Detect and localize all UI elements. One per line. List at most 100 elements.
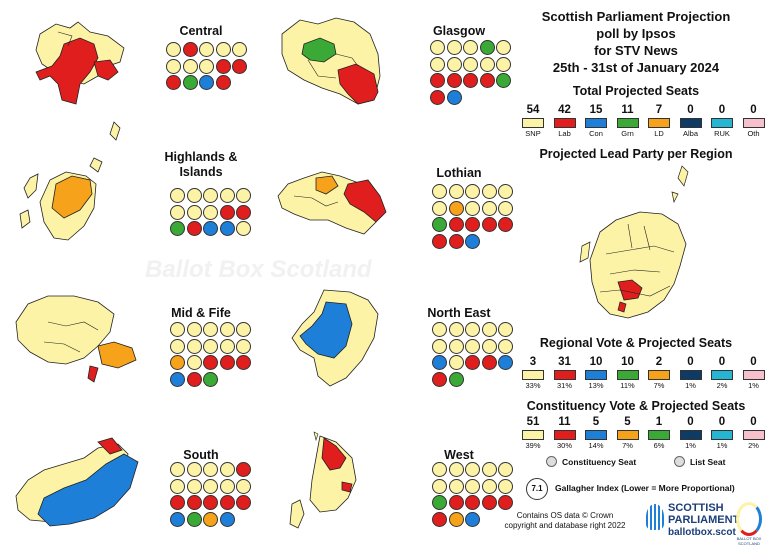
seat-snp (170, 188, 185, 203)
constituency-seat-value: 0 (718, 416, 726, 428)
seat-snp (446, 56, 462, 72)
constituency-party-swatch (742, 430, 765, 440)
seat-con (219, 221, 235, 236)
seat-snp (203, 188, 218, 203)
total-party-cell: 0 RUK (709, 104, 735, 139)
seat-snp (463, 40, 478, 55)
region-title-lothian: Lothian (436, 166, 482, 180)
total-seat-value: 11 (621, 104, 634, 116)
seat-snp (203, 462, 218, 477)
seat-snp (448, 184, 464, 199)
total-seat-value: 15 (589, 104, 603, 116)
seat-snp (219, 188, 235, 203)
central-region-map (35, 21, 125, 105)
total-party-cell: 42 Lab (552, 104, 578, 139)
seat-con (465, 511, 480, 527)
seat-snp (496, 40, 511, 55)
seat-lab (481, 217, 497, 232)
list-seat-icon (674, 456, 685, 467)
seat-grid-glasgow (430, 40, 511, 105)
regional-seat-value: 0 (750, 356, 757, 368)
region-title-north-east: North East (427, 306, 491, 320)
constituency-seat-value: 0 (687, 416, 694, 428)
party-label: LD (654, 129, 664, 138)
scotland-lead-party-map (579, 165, 689, 319)
constituency-row: 51 39% 11 30% 5 14% 5 7% 1 6% 0 1% 0 1% 0 2% (520, 416, 768, 451)
constituency-party-swatch (585, 430, 607, 440)
region-title-central: Central (179, 24, 223, 38)
seat-lab (463, 73, 478, 88)
regional-party-cell: 10 13% (583, 356, 609, 391)
total-seats-heading: Total Projected Seats (572, 84, 700, 98)
seat-lab (236, 204, 251, 220)
regional-seat-value: 0 (718, 356, 726, 368)
title-line-4: 25th - 31st of January 2024 (552, 60, 720, 75)
regional-party-cell: 2 7% (646, 356, 672, 391)
constituency-seat-value: 5 (624, 416, 631, 428)
seat-snp (170, 204, 185, 220)
region-title-south: South (183, 448, 219, 462)
seat-ld (170, 355, 185, 370)
seat-lab (481, 355, 497, 370)
seat-lab (232, 58, 247, 74)
seat-snp (432, 338, 447, 354)
regional-party-swatch (553, 370, 576, 380)
constituency-seat-value: 0 (750, 416, 757, 428)
seat-snp (463, 56, 478, 72)
seat-snp (465, 478, 480, 494)
seat-grn (432, 217, 447, 232)
regional-vote-pct: 1% (685, 381, 696, 390)
seat-lab (432, 371, 447, 387)
total-party-swatch (585, 118, 607, 128)
constituency-vote-pct: 7% (622, 441, 633, 450)
total-seat-value: 0 (750, 104, 757, 116)
seat-snp (446, 40, 462, 55)
constituency-vote-pct: 30% (556, 441, 572, 450)
seat-snp (219, 322, 235, 337)
regional-vote-pct: 33% (525, 381, 541, 390)
seat-con (465, 233, 480, 249)
glasgow-region-map (281, 17, 381, 105)
seat-snp (166, 58, 181, 74)
regional-party-swatch (616, 370, 639, 380)
constituency-vote-pct: 6% (653, 441, 665, 450)
total-party-swatch (522, 118, 544, 128)
constituency-party-cell: 1 6% (646, 416, 672, 451)
total-party-cell: 0 Alba (678, 104, 704, 139)
seat-snp (186, 338, 202, 354)
constituency-seat-value: 5 (592, 416, 600, 428)
seat-lab (448, 233, 464, 249)
regional-party-swatch (711, 370, 733, 380)
seat-snp (186, 204, 202, 220)
party-label: Alba (682, 129, 698, 138)
constituency-party-cell: 51 39% (520, 416, 546, 451)
regional-party-swatch (522, 370, 544, 380)
seat-lab (215, 58, 231, 74)
seat-grn (448, 371, 464, 387)
regional-seat-value: 10 (589, 356, 603, 368)
west-region-map (289, 431, 357, 529)
seat-snp (430, 40, 445, 55)
seat-grid-lothian (432, 184, 513, 249)
constituency-party-swatch (522, 430, 544, 440)
region-title-highlands-islands: Highlands & Islands (164, 150, 238, 179)
seat-con (199, 75, 214, 90)
regional-party-cell: 0 1% (741, 356, 767, 391)
seat-con (203, 221, 218, 236)
lothian-region-map (277, 171, 387, 235)
seat-lab (219, 204, 235, 220)
constituency-party-swatch (616, 430, 639, 440)
seat-lab (215, 75, 231, 90)
regional-party-cell: 10 11% (615, 356, 641, 391)
seat-con (170, 511, 185, 527)
list-seat-label: List Seat (690, 457, 726, 467)
constituency-party-swatch (553, 430, 576, 440)
seat-lab (430, 73, 445, 88)
constituency-party-swatch (679, 430, 702, 440)
region-title-glasgow: Glasgow (432, 24, 486, 38)
logo-line-3: ballotbox.scot (668, 527, 736, 538)
seat-snp (465, 200, 480, 216)
seat-snp (215, 42, 231, 57)
seat-con (446, 89, 462, 105)
north-east-region-map (291, 289, 379, 387)
